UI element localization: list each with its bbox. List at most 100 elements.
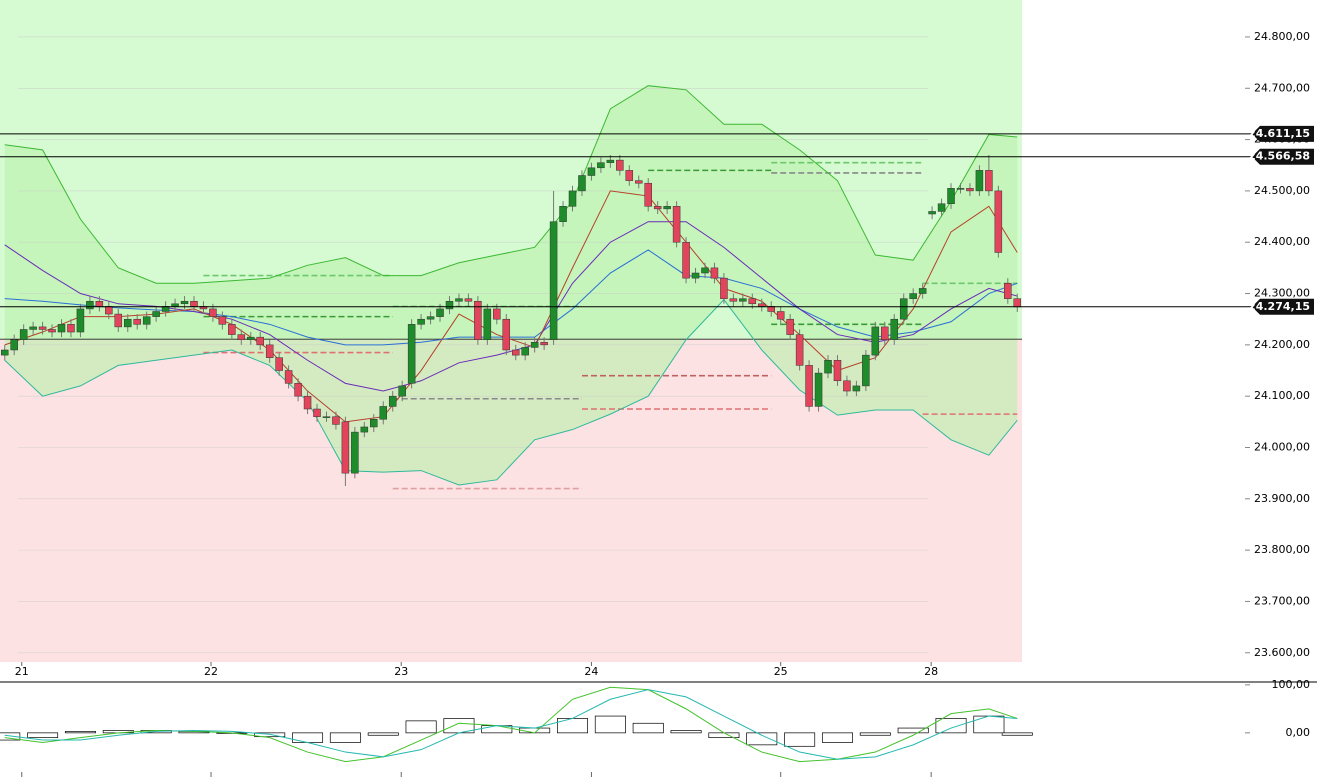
candle-body <box>1004 283 1012 299</box>
candle-body <box>303 395 312 410</box>
overlay-line <box>4 85 1018 284</box>
x-tick-label: 23 <box>394 665 408 678</box>
candle-body <box>616 159 624 171</box>
histogram-bar <box>784 732 816 747</box>
oscillator-line <box>4 686 1018 763</box>
candle-body <box>133 318 141 325</box>
candle-body <box>256 336 264 346</box>
candle-body <box>190 300 198 307</box>
histogram-bar <box>935 718 967 734</box>
candle-body <box>549 221 558 340</box>
candle-body <box>180 300 189 305</box>
candle-body <box>956 188 965 190</box>
price-label-box <box>1252 148 1314 165</box>
price-label: 24.274,15 <box>1248 300 1310 313</box>
candle-body <box>691 272 700 279</box>
candle-body <box>95 300 104 307</box>
candle-body <box>275 357 283 371</box>
candle-body <box>805 365 813 407</box>
candle-body <box>833 360 842 382</box>
candle-body <box>918 288 927 294</box>
candle-body <box>360 426 369 433</box>
candle-body <box>228 324 236 335</box>
candle-body <box>672 206 681 243</box>
y-tick-label: 24.700,00 <box>1254 81 1310 94</box>
candle-body <box>937 203 946 212</box>
candle-body <box>247 336 255 340</box>
x-tick-label: 21 <box>15 665 29 678</box>
candle-body <box>398 385 406 397</box>
candle-body <box>881 326 889 340</box>
price-label: 24.566,58 <box>1248 150 1310 163</box>
candle-body <box>209 308 217 317</box>
histogram-bar <box>859 732 891 736</box>
candle-body <box>351 431 359 474</box>
candle-body <box>511 349 520 356</box>
candle-body <box>86 300 94 310</box>
candle-body <box>445 300 454 310</box>
candle-body <box>29 326 37 330</box>
candle-body <box>635 180 643 184</box>
candle-body <box>142 316 151 325</box>
candle-body <box>862 354 870 387</box>
candle-body <box>682 241 690 279</box>
candle-body <box>606 159 615 163</box>
candle-body <box>530 342 539 348</box>
y-tick-label: 24.500,00 <box>1254 184 1310 197</box>
candle-body <box>776 311 785 320</box>
candle-body <box>265 344 274 358</box>
candle-body <box>653 206 662 210</box>
candle-body <box>625 170 634 181</box>
oscillator-line <box>4 689 1018 760</box>
candle-body <box>1013 298 1022 308</box>
y-tick-label: 24.400,00 <box>1254 235 1310 248</box>
candle-body <box>814 372 823 407</box>
y-tick-label: 100,00 <box>1272 678 1311 691</box>
candle-body <box>985 170 993 192</box>
candle-body <box>909 293 917 299</box>
candle-body <box>48 329 56 333</box>
candle-body <box>124 318 132 328</box>
price-label: 24.611,15 <box>1248 127 1310 140</box>
candle-body <box>966 188 974 192</box>
y-tick-label: 23.600,00 <box>1254 646 1310 659</box>
candle-body <box>57 324 66 333</box>
candle-body <box>758 303 766 307</box>
candle-body <box>729 298 738 302</box>
candle-body <box>0 349 9 356</box>
candle-body <box>237 334 246 340</box>
candle-body <box>899 298 908 320</box>
candle-body <box>739 298 747 302</box>
candle-body <box>578 175 586 192</box>
candle-body <box>795 334 804 366</box>
histogram-bar <box>329 732 361 743</box>
histogram-bar <box>557 718 589 734</box>
candle-body <box>455 298 463 302</box>
x-tick-label: 28 <box>924 665 938 678</box>
overlay-line <box>4 298 1018 486</box>
histogram-bar <box>405 720 437 734</box>
candle-body <box>824 360 832 374</box>
histogram-bar <box>367 732 399 736</box>
price-label-box <box>1252 125 1314 142</box>
candle-body <box>171 303 179 307</box>
candle-body <box>843 380 851 392</box>
candle-body <box>871 326 880 356</box>
y-tick-label: 24.100,00 <box>1254 389 1310 402</box>
candle-body <box>521 347 529 356</box>
candle-body <box>748 298 757 305</box>
candle-body <box>294 383 302 397</box>
candle-body <box>370 419 378 428</box>
y-tick-label: 0,00 <box>1286 726 1311 739</box>
candle-body <box>786 318 794 335</box>
histogram-bar <box>64 731 96 734</box>
candle-body <box>19 329 28 340</box>
price-label-box <box>1252 298 1314 315</box>
candle-body <box>332 416 340 425</box>
histogram-bar <box>973 715 1005 734</box>
histogram-bar <box>746 732 778 746</box>
candle-body <box>417 318 425 325</box>
candle-body <box>313 408 321 417</box>
y-tick-label: 24.800,00 <box>1254 30 1310 43</box>
y-tick-label: 23.800,00 <box>1254 543 1310 556</box>
